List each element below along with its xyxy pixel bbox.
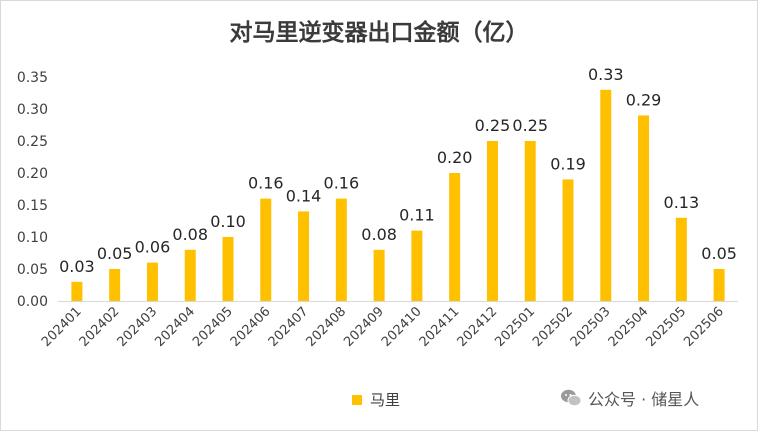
x-tick-label: 202502 [530,304,576,350]
data-label: 0.14 [286,186,322,205]
bar [600,89,612,301]
x-tick-label: 202412 [455,304,501,350]
y-tick-label: 0.15 [17,198,48,214]
x-tick-label: 202501 [492,304,538,350]
data-label: 0.03 [59,257,95,276]
data-label: 0.20 [437,148,473,167]
bar [675,217,687,301]
x-tick-label: 202407 [266,304,312,350]
bar [638,115,650,302]
x-axis: 2024012024022024032024042024052024062024… [39,301,738,350]
x-tick-label: 202404 [152,304,198,350]
x-tick-label: 202506 [681,304,727,350]
y-tick-label: 0.20 [17,166,48,182]
y-tick-label: 0.35 [17,70,48,86]
data-label: 0.16 [248,174,284,193]
y-tick-label: 0.30 [17,102,48,118]
x-tick-label: 202406 [228,304,274,350]
data-label: 0.19 [550,154,586,173]
bar [713,269,725,301]
y-tick-label: 0.05 [17,262,48,278]
x-tick-label: 202408 [303,304,349,350]
y-tick-label: 0.25 [17,134,48,150]
data-label: 0.33 [588,65,624,84]
bar [146,262,158,301]
bar [449,173,461,301]
bar [260,198,272,301]
y-tick-label: 0.10 [17,230,48,246]
bar [298,211,310,301]
x-tick-label: 202402 [77,304,123,350]
bar [524,141,536,301]
watermark: 公众号 · 储星人 [560,386,699,410]
x-tick-label: 202411 [417,304,463,350]
watermark-text: 公众号 · 储星人 [588,390,700,409]
data-label: 0.08 [172,225,208,244]
x-tick-label: 202405 [190,304,236,350]
x-tick-label: 202409 [341,304,387,350]
x-tick-label: 202401 [39,304,85,350]
bar [222,237,234,301]
x-tick-label: 202410 [379,304,425,350]
data-label: 0.29 [626,90,662,109]
data-label: 0.05 [97,244,133,263]
data-label: 0.10 [210,212,246,231]
legend-swatch [352,395,362,405]
data-label: 0.11 [399,206,435,225]
y-axis: 0.00 0.05 0.10 0.15 0.20 0.25 0.30 0.35 [17,70,48,310]
x-tick-label: 202403 [115,304,161,350]
bar [373,249,385,301]
chart-title: 对马里逆变器出口金额（亿） [230,19,529,46]
x-tick-label: 202503 [568,304,614,350]
data-label: 0.13 [664,193,700,212]
legend-label: 马里 [370,391,400,409]
data-label: 0.06 [135,238,171,257]
bar [335,198,347,301]
bar [486,141,498,301]
bar [109,269,121,301]
data-label: 0.05 [701,244,737,263]
data-label: 0.08 [361,225,397,244]
legend: 马里 [352,391,400,409]
bar [71,281,83,301]
data-label: 0.25 [475,116,511,135]
bar [562,179,574,301]
bar [184,249,196,301]
wechat-icon [560,388,582,408]
y-tick-label: 0.00 [17,294,48,310]
bars-group: 0.030.05 0.060.080.100.160.140.160.080.11… [59,65,737,302]
x-tick-label: 202505 [643,304,689,350]
bar [411,230,423,301]
data-label: 0.16 [324,174,360,193]
x-tick-label: 202504 [606,304,652,350]
data-label: 0.25 [512,116,548,135]
